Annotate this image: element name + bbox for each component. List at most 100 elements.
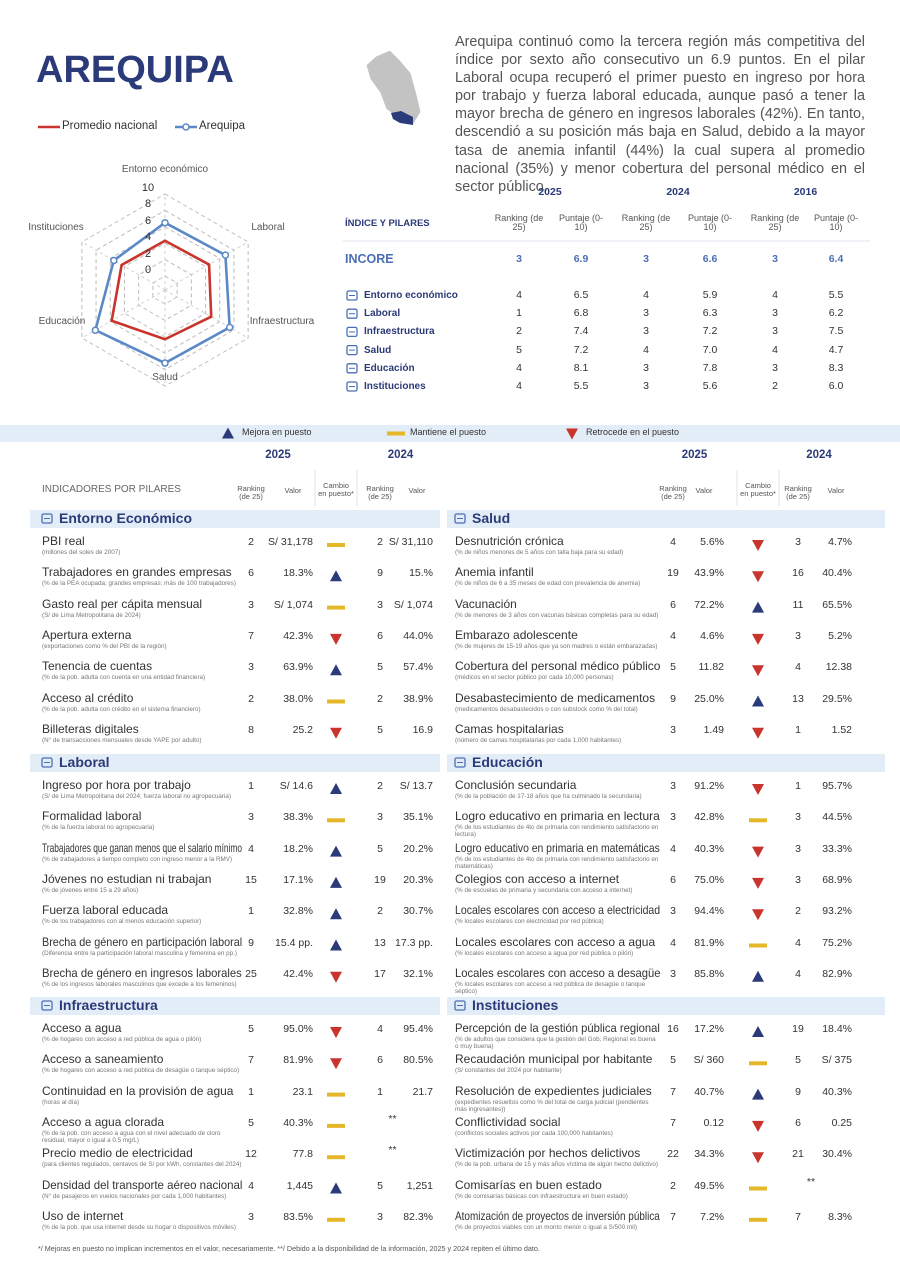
indicator-name: Anemia infantil	[455, 565, 534, 580]
ranking: 3	[795, 811, 801, 824]
axis-label: Laboral	[251, 222, 285, 233]
spoke	[81, 241, 166, 291]
icon	[346, 308, 358, 319]
section-band	[30, 997, 440, 1015]
section-band	[447, 754, 885, 772]
value: 29.5%	[822, 692, 852, 705]
ranking: 3	[670, 811, 676, 824]
indicator-note: (% de la población de 17-18 años que ha …	[455, 793, 642, 800]
ranking: 3	[670, 780, 676, 792]
marker-same	[387, 431, 405, 436]
indicator-note: (medicamentos desabastecidos o con subst…	[455, 705, 638, 713]
indicator-name: Acceso al crédito	[42, 690, 134, 705]
column-header: Ranking (de 25)	[750, 213, 800, 232]
marker-down	[752, 571, 764, 583]
summary-value: 3	[643, 361, 649, 374]
value: 85.8%	[694, 967, 724, 980]
indicator-note: (% de proyectos viables con un monto men…	[455, 1223, 638, 1231]
icon	[346, 326, 358, 338]
ranking: 4	[795, 936, 801, 949]
ranking: 8	[248, 723, 254, 736]
marker-down	[330, 1027, 342, 1038]
ranking: 5	[377, 723, 383, 736]
page-title: AREQUIPA	[36, 49, 234, 91]
indicator-name: Acceso a agua	[42, 1021, 122, 1035]
indicator-note: (% de la pob. con acceso a agua con el n…	[42, 1129, 221, 1144]
marker-down	[752, 846, 764, 858]
ranking: 21	[792, 1148, 804, 1161]
ranking: 11	[792, 598, 804, 611]
indicator-name: Jóvenes no estudian ni trabajan	[42, 871, 212, 886]
ranking: 9	[377, 567, 383, 580]
indicator-name: Recaudación municipal por habitante	[455, 1052, 653, 1067]
year-header: 2024	[806, 449, 832, 461]
indicator-name: Acceso a agua clorada	[42, 1114, 165, 1129]
indicator-name: Uso de internet	[42, 1208, 124, 1223]
column-header: Puntaje (0-10)	[558, 213, 604, 232]
ranking: 3	[248, 661, 254, 674]
value: 42.4%	[283, 967, 313, 980]
ranking: 3	[795, 842, 801, 855]
value: 33.3%	[822, 842, 852, 855]
indicator-name: Colegios con acceso a internet	[455, 871, 620, 886]
ranking: 7	[670, 1116, 676, 1129]
section-band	[447, 510, 885, 528]
ranking: 7	[795, 1210, 801, 1223]
summary-value: 7.8	[702, 361, 718, 374]
marker-up	[222, 427, 234, 439]
indicator-note: (N° de transacciones mensuales desde YAP…	[42, 736, 202, 744]
marker-same	[749, 1186, 767, 1191]
r-tick-label: 4	[144, 231, 152, 244]
pillar-name: INCORE	[345, 252, 394, 266]
ranking: 3	[795, 536, 801, 548]
indicators-header: INDICADORES POR PILARES	[42, 484, 181, 495]
marker-same	[327, 605, 345, 610]
value: 7.2%	[700, 1210, 724, 1223]
summary-value: 5.5	[573, 380, 589, 392]
series-point	[225, 323, 234, 332]
summary-value: 5.9	[702, 289, 718, 301]
pillar-name: Salud	[364, 344, 392, 356]
value: **	[388, 1144, 397, 1157]
marker-down	[752, 540, 764, 551]
marker-up	[330, 570, 342, 582]
column-header: Cambio en puesto*	[740, 481, 776, 498]
value: 83.5%	[283, 1210, 313, 1223]
indicator-note: (% locales escolares con electricidad po…	[455, 918, 604, 926]
marker-up	[330, 664, 342, 676]
indicator-name: Comisarías en buen estado	[455, 1177, 602, 1192]
indicator-note: (% locales escolares con acceso a red pú…	[455, 980, 646, 995]
value: 72.2%	[694, 598, 724, 611]
value: S/ 375	[821, 1054, 852, 1067]
pillar-name: Infraestructura	[364, 326, 435, 338]
value: 40.3%	[283, 1116, 313, 1129]
value: 1.52	[831, 723, 852, 736]
indicator-note: (% de la pob. adulta con crédito en el s…	[42, 705, 201, 713]
ranking: 4	[670, 536, 676, 548]
icon	[346, 381, 358, 392]
indicator-name: Brecha de género en ingresos laborales	[42, 965, 242, 980]
section-band	[447, 997, 885, 1015]
ranking: 16	[792, 567, 804, 580]
marker-down	[566, 428, 578, 440]
value: 38.3%	[283, 811, 313, 824]
value: 16.9	[412, 723, 433, 736]
r-tick-label: 10	[141, 182, 155, 194]
value: 18.2%	[283, 842, 313, 855]
marker-up	[330, 876, 342, 888]
value: 0.25	[831, 1116, 852, 1129]
ranking: 2	[670, 1179, 676, 1192]
indicator-name: Embarazo adolescente	[455, 627, 578, 642]
indicator-name: Densidad del transporte aéreo nacional	[42, 1177, 243, 1192]
value: 4.6%	[700, 629, 724, 642]
summary-value: 3	[772, 307, 778, 320]
summary-value: 3	[772, 253, 778, 265]
summary-value: 4.7	[828, 343, 844, 356]
value: 5.2%	[828, 629, 852, 642]
marker-same	[327, 1155, 345, 1160]
indicator-note: (N° de pasajeros en vuelos nacionales po…	[42, 1192, 227, 1200]
footnote: */ Mejoras en puesto no implican increme…	[38, 1244, 540, 1253]
value: S/ 1,074	[273, 598, 313, 611]
ranking: 3	[248, 598, 254, 611]
intro-text: Arequipa continuó como la tercera región…	[455, 34, 865, 195]
